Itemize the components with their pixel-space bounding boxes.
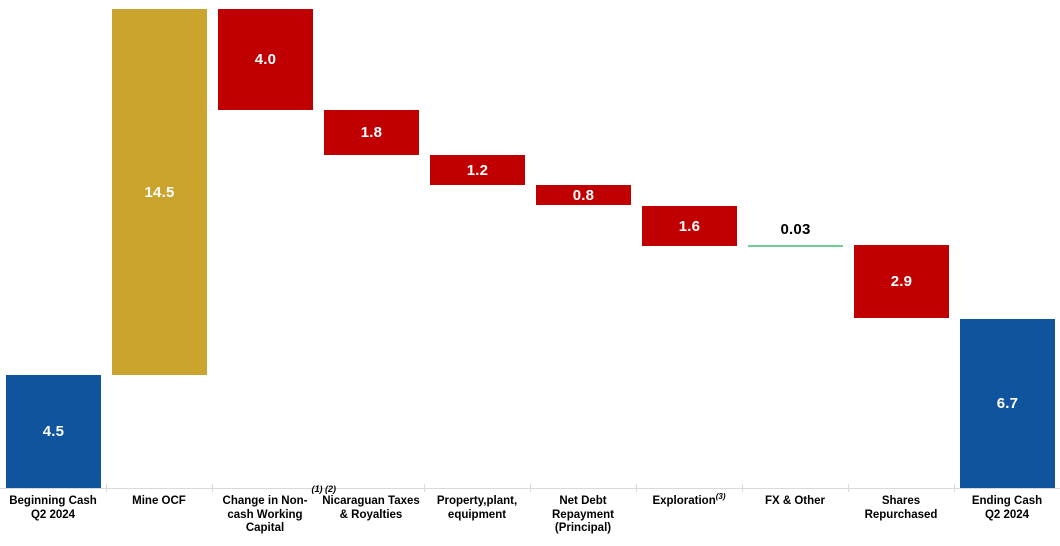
category-label-exploration: Exploration(3) [634, 492, 744, 509]
bar-value-label-shares-repurchased: 2.9 [890, 273, 913, 290]
waterfall-bar-shares-repurchased [854, 245, 949, 318]
category-label-line: Ending Cash [971, 495, 1043, 507]
category-label-ending-cash-q2-2024: Ending Cash Q2 2024 [952, 495, 1060, 522]
waterfall-bar-ending-cash-q2-2024 [960, 319, 1055, 488]
category-label-line: Change in Non- [222, 495, 308, 507]
waterfall-bar-change-in-non-cash-working-capital [218, 9, 313, 110]
category-label-line: & Royalties [339, 508, 403, 521]
category-label-line: Net Debt [559, 495, 607, 507]
category-label-line: Nicaraguan Taxes [322, 495, 420, 507]
x-axis-tick [742, 484, 743, 492]
footnote-marker-above-change-in-non-cash-working-capital: (1) (2) [311, 484, 337, 494]
waterfall-bar-property-plant-equipment [430, 155, 525, 185]
waterfall-line-fx-other [748, 245, 843, 247]
bar-value-label-change-in-non-cash-working-capital: 4.0 [254, 51, 277, 68]
category-label-line: Repurchased [864, 508, 938, 521]
category-label-line: Q2 2024 [984, 508, 1030, 521]
bar-value-label-nicaraguan-taxes-royalties: 1.8 [360, 124, 383, 141]
category-label-line: Property,plant, [436, 495, 518, 507]
bar-value-label-property-plant-equipment: 1.2 [466, 161, 489, 179]
category-label-line: Q2 2024 [30, 508, 76, 521]
category-label-line: Mine OCF [132, 495, 186, 507]
waterfall-bar-mine-ocf [112, 9, 207, 375]
category-label-mine-ocf: Mine OCF [104, 495, 214, 509]
category-label-beginning-cash-q2-2024: Beginning Cash Q2 2024 [0, 495, 108, 522]
category-label-line: equipment [447, 508, 507, 521]
x-axis-tick [954, 484, 955, 492]
category-label-line: Repayment [552, 508, 614, 521]
bar-value-label-net-debt-repayment-principal: 0.8 [572, 186, 595, 204]
x-axis-tick [318, 484, 319, 492]
category-label-net-debt-repayment-principal: Net Debt Repayment (Principal) [528, 495, 638, 536]
category-label-nicaraguan-taxes-royalties: Nicaraguan Taxes & Royalties [316, 495, 426, 522]
x-axis-tick [424, 484, 425, 492]
bar-value-label-exploration: 1.6 [678, 217, 701, 235]
x-axis-tick [106, 484, 107, 492]
x-axis-tick [636, 484, 637, 492]
category-label-line: Capital [245, 522, 285, 534]
bar-value-label-fx-other: 0.03 [780, 220, 811, 238]
footnote-marker-exploration: (3) [715, 492, 726, 502]
waterfall-bar-nicaraguan-taxes-royalties [324, 110, 419, 155]
category-label-line: Shares [881, 495, 921, 507]
category-label-property-plant-equipment: Property,plant, equipment [422, 495, 532, 522]
bar-value-label-beginning-cash-q2-2024: 4.5 [42, 423, 65, 440]
category-label-line: FX & Other [764, 495, 826, 507]
category-label-line: cash Working [227, 508, 303, 521]
waterfall-bar-net-debt-repayment-principal [536, 185, 631, 205]
waterfall-bar-beginning-cash-q2-2024 [6, 375, 101, 488]
x-axis-tick [530, 484, 531, 492]
category-label-shares-repurchased: Shares Repurchased [846, 495, 956, 522]
category-label-line: (Principal) [554, 522, 612, 534]
category-label-fx-other: FX & Other [740, 495, 850, 509]
x-axis-tick [848, 484, 849, 492]
waterfall-bar-exploration [642, 206, 737, 246]
x-axis-tick [212, 484, 213, 492]
category-label-line: Exploration [652, 495, 716, 507]
category-label-line: Beginning Cash [9, 495, 97, 507]
category-label-change-in-non-cash-working-capital: Change in Non-cash Working Capital (1) (2) [210, 484, 336, 536]
bar-value-label-ending-cash-q2-2024: 6.7 [996, 395, 1019, 412]
bar-value-label-mine-ocf: 14.5 [144, 183, 175, 201]
